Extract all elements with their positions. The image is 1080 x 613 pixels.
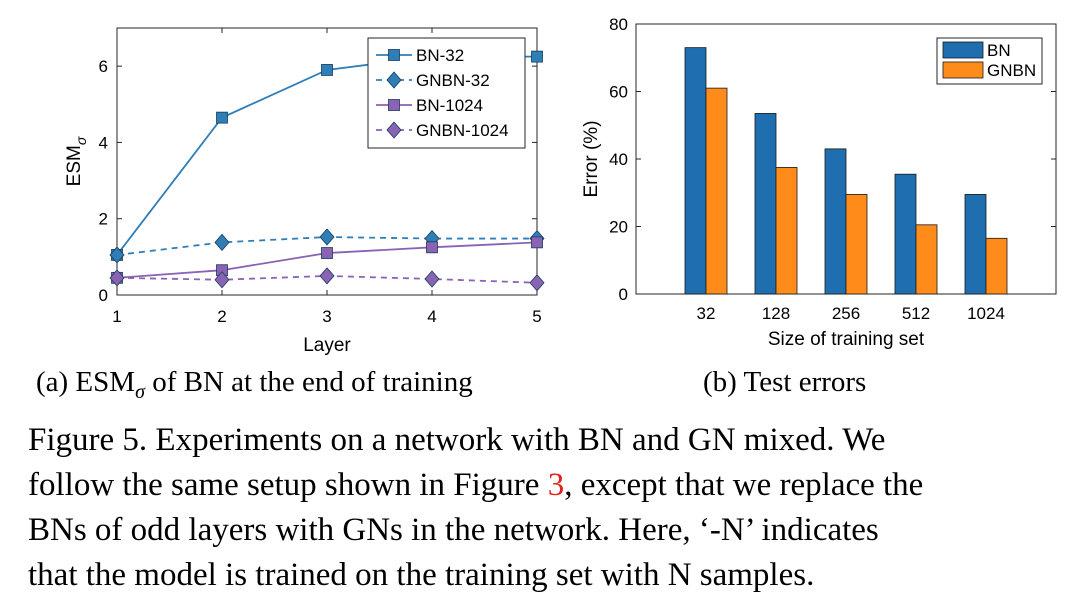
chart-test-errors: 0 20 40 60 80 32 128 256 512 1024 Size of training… (581, 15, 1057, 350)
x-tick-label: 5 (532, 307, 541, 326)
subcaption-a-subscript: σ (135, 380, 145, 403)
legend-label: BN-32 (416, 46, 464, 65)
subcaption-b: (b) Test errors (703, 366, 866, 399)
subcaption-b-text: (b) Test errors (703, 366, 867, 398)
x-tick-label: 32 (697, 304, 716, 323)
subcaption-a-suffix: of BN at the end of training (144, 366, 473, 398)
y-axis-label-subscript: σ (73, 136, 89, 145)
data-point (214, 271, 230, 289)
data-point (426, 241, 438, 254)
legend-swatch (942, 41, 984, 59)
data-point (109, 246, 125, 264)
y-tick-label: 0 (619, 285, 628, 304)
figure-reference-link[interactable]: 3 (547, 467, 565, 503)
chart-esm: 0 2 4 6 1 2 3 4 5 Layer ESMσ BN-32 GNBN-32 BN-1024 GNB… (64, 27, 545, 356)
y-axis-label-main: ESM (64, 145, 85, 186)
x-axis-label: Size of training set (768, 329, 925, 350)
legend-marker (388, 99, 400, 111)
data-point (319, 228, 335, 246)
legend-label: BN-1024 (416, 96, 483, 115)
x-tick-label: 3 (322, 307, 331, 326)
legend-marker (386, 71, 402, 89)
caption-line-2: follow the same setup shown in Figure 3,… (28, 463, 1058, 508)
y-tick-label: 40 (609, 150, 628, 169)
data-point (216, 111, 228, 124)
x-tick-label: 256 (832, 304, 860, 323)
y-tick-label: 4 (99, 133, 108, 152)
x-tick-label: 512 (902, 304, 930, 323)
y-tick-label: 2 (99, 210, 108, 229)
bar-gnbn (845, 194, 868, 295)
data-point (321, 64, 333, 76)
x-axis-label: Layer (303, 335, 351, 356)
legend-label: GNBN (987, 61, 1036, 80)
y-tick-label: 20 (609, 218, 628, 237)
series-gnbn-1024 (109, 267, 545, 292)
x-tick-label: 128 (762, 304, 790, 323)
bar-gnbn (915, 224, 938, 295)
x-tick-label: 1 (112, 307, 121, 326)
y-axis-label: Error (%) (581, 120, 602, 197)
y-tick-label: 80 (609, 15, 628, 34)
bar-gnbn (985, 237, 1008, 295)
caption-line-3: BNs of odd layers with GNs in the networ… (28, 512, 879, 548)
y-tick-label: 60 (609, 83, 628, 102)
bar-bn (894, 173, 917, 295)
legend-label: GNBN-1024 (416, 121, 509, 140)
bar-bn (684, 47, 707, 295)
caption-line-2-pre: follow the same setup shown in Figure (28, 467, 548, 503)
data-point (321, 247, 333, 259)
data-point (531, 236, 543, 249)
bar-bn (824, 148, 847, 295)
legend-label: GNBN-32 (416, 71, 490, 90)
legend-swatch (942, 61, 984, 79)
data-point (529, 274, 545, 292)
data-point (109, 269, 125, 287)
x-tick-label: 2 (217, 307, 226, 326)
figure-caption: Figure 5. Experiments on a network with … (28, 418, 1058, 598)
y-axis-label: ESMσ (64, 136, 89, 186)
y-tick-label: 6 (99, 57, 108, 76)
data-point (424, 270, 440, 288)
subcaption-a: (a) ESMσ of BN at the end of training (36, 366, 473, 404)
legend-label: BN (987, 41, 1011, 60)
data-point (214, 233, 230, 251)
y-tick-label: 0 (99, 286, 108, 305)
x-tick-label: 4 (427, 307, 436, 326)
caption-line-1: Figure 5. Experiments on a network with … (28, 422, 886, 458)
caption-line-2-post: , except that we replace the (564, 467, 924, 503)
subcaption-a-prefix: (a) ESM (36, 366, 136, 398)
data-point (319, 267, 335, 285)
x-tick-label: 1024 (967, 304, 1005, 323)
bar-bn (754, 113, 777, 295)
bar-gnbn (775, 167, 798, 295)
legend-marker (388, 49, 400, 61)
legend-marker (386, 121, 402, 139)
data-point (531, 50, 543, 63)
caption-line-4: that the model is trained on the trainin… (28, 557, 815, 593)
bar-bn (964, 194, 987, 295)
bar-gnbn (705, 87, 728, 295)
legend-a: BN-32 GNBN-32 BN-1024 GNBN-1024 (367, 37, 526, 149)
